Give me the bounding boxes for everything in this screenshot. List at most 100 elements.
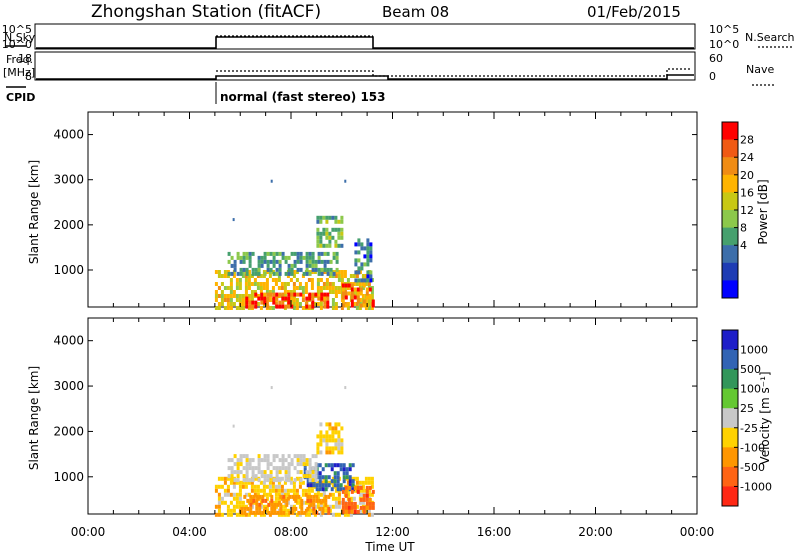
range-cell	[326, 251, 330, 256]
range-cell	[258, 510, 262, 515]
range-cell	[262, 282, 266, 286]
range-cell	[325, 450, 329, 455]
range-cell	[241, 294, 245, 298]
range-cell	[353, 295, 357, 300]
nave-tick-top: 60	[709, 52, 723, 65]
range-cell	[357, 258, 361, 263]
range-cell	[250, 274, 254, 278]
range-cell	[315, 487, 319, 492]
range-cell	[322, 480, 326, 485]
range-cell	[251, 271, 255, 276]
range-cell	[284, 458, 288, 463]
range-cell	[254, 466, 258, 471]
colorbar-tick-label: 100	[740, 383, 761, 396]
range-cell	[235, 294, 239, 298]
range-cell	[349, 274, 353, 278]
range-cell	[295, 476, 299, 481]
range-cell	[261, 498, 265, 503]
range-cell	[271, 286, 275, 290]
range-cell	[233, 267, 237, 272]
range-cell	[356, 509, 360, 514]
range-cell	[285, 498, 289, 503]
range-cell	[334, 430, 338, 435]
range-cell	[347, 505, 351, 510]
range-cell	[253, 492, 257, 497]
range-cell	[226, 476, 230, 481]
range-cell	[312, 510, 316, 515]
range-cell	[283, 294, 287, 298]
range-cell	[287, 255, 291, 260]
range-cell	[238, 492, 242, 497]
range-cell	[344, 386, 347, 390]
velocity-colorbar-label: Velocity [m s⁻¹]	[758, 371, 772, 464]
range-cell	[242, 478, 246, 483]
range-cell	[344, 179, 347, 183]
range-cell	[229, 306, 233, 310]
range-cell	[321, 475, 325, 480]
range-cell	[350, 299, 354, 304]
range-cell	[227, 466, 231, 471]
range-cell	[334, 504, 338, 509]
range-cell	[255, 498, 259, 503]
range-cell	[305, 267, 309, 272]
range-cell	[367, 476, 371, 481]
range-cell	[365, 497, 369, 502]
range-cell	[283, 480, 287, 485]
range-cell	[241, 306, 245, 310]
range-cell	[328, 450, 332, 455]
range-cell	[241, 484, 245, 489]
range-cell	[298, 302, 302, 306]
range-cell	[327, 483, 331, 488]
range-cell	[322, 508, 326, 513]
range-cell	[326, 300, 330, 305]
range-cell	[232, 274, 236, 278]
range-cell	[319, 290, 323, 294]
range-cell	[226, 294, 230, 298]
range-cell	[278, 251, 282, 256]
range-cell	[259, 290, 263, 294]
range-cell	[321, 487, 325, 492]
range-cell	[263, 251, 267, 256]
range-cell	[271, 480, 275, 485]
range-cell	[322, 227, 326, 232]
range-cell	[269, 470, 273, 475]
range-cell	[323, 267, 327, 272]
range-cell	[318, 463, 322, 468]
range-cell	[246, 498, 250, 503]
range-cell	[273, 506, 277, 511]
range-cell	[286, 274, 290, 278]
freq-label: Freq.	[6, 53, 33, 66]
range-cell	[270, 386, 273, 390]
range-cell	[335, 251, 339, 256]
range-cell	[304, 286, 308, 290]
range-cell	[257, 267, 261, 272]
range-cell	[252, 510, 256, 515]
range-cell	[356, 299, 360, 304]
range-cell	[368, 287, 372, 292]
range-cell	[223, 306, 227, 310]
range-cell	[217, 274, 221, 278]
range-cell	[311, 474, 315, 479]
range-cell	[369, 258, 373, 263]
range-cell	[274, 484, 278, 489]
range-cell	[349, 496, 353, 501]
range-cell	[366, 262, 370, 267]
range-cell	[238, 282, 242, 286]
range-cell	[248, 259, 252, 264]
range-cell	[278, 300, 282, 305]
range-cell	[311, 454, 315, 459]
range-cell	[274, 496, 278, 501]
station-title: Zhongshan Station (fitACF)	[91, 2, 321, 22]
range-cell	[290, 271, 294, 276]
range-cell	[250, 282, 254, 286]
range-cell	[257, 263, 261, 268]
range-cell	[289, 476, 293, 481]
range-cell	[323, 263, 327, 268]
range-cell	[286, 492, 290, 497]
range-cell	[301, 492, 305, 497]
range-cell	[220, 294, 224, 298]
range-cell	[251, 478, 255, 483]
range-cell	[278, 263, 282, 268]
range-cell	[242, 474, 246, 479]
range-cell	[282, 498, 286, 503]
